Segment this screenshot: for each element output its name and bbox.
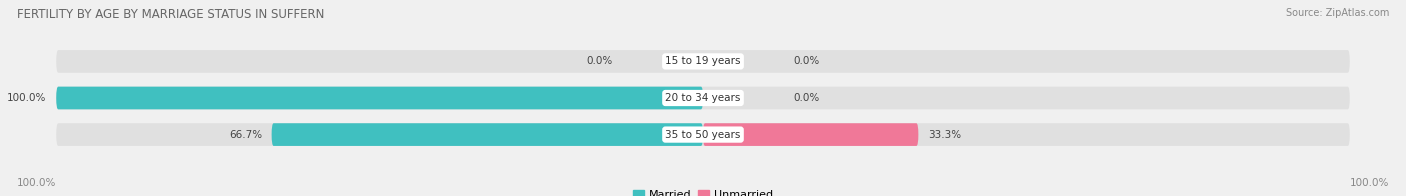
Text: 0.0%: 0.0% (793, 93, 820, 103)
Text: 100.0%: 100.0% (7, 93, 46, 103)
Text: 33.3%: 33.3% (928, 130, 962, 140)
Text: 66.7%: 66.7% (229, 130, 262, 140)
Text: FERTILITY BY AGE BY MARRIAGE STATUS IN SUFFERN: FERTILITY BY AGE BY MARRIAGE STATUS IN S… (17, 8, 325, 21)
FancyBboxPatch shape (56, 87, 703, 109)
Legend: Married, Unmarried: Married, Unmarried (628, 185, 778, 196)
Text: 20 to 34 years: 20 to 34 years (665, 93, 741, 103)
Text: 0.0%: 0.0% (586, 56, 613, 66)
FancyBboxPatch shape (703, 123, 918, 146)
FancyBboxPatch shape (56, 87, 1350, 109)
FancyBboxPatch shape (271, 123, 703, 146)
Text: 35 to 50 years: 35 to 50 years (665, 130, 741, 140)
Text: 15 to 19 years: 15 to 19 years (665, 56, 741, 66)
Text: 100.0%: 100.0% (1350, 178, 1389, 188)
Text: 0.0%: 0.0% (793, 56, 820, 66)
Text: Source: ZipAtlas.com: Source: ZipAtlas.com (1285, 8, 1389, 18)
FancyBboxPatch shape (56, 123, 1350, 146)
FancyBboxPatch shape (56, 50, 1350, 73)
Text: 100.0%: 100.0% (17, 178, 56, 188)
